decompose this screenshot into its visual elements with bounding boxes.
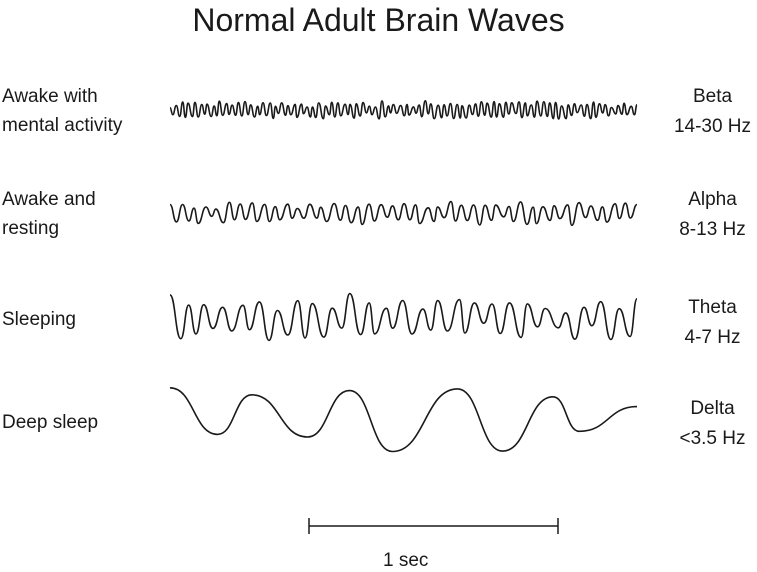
wave-name: Alpha <box>688 189 737 210</box>
state-line: Deep sleep <box>2 412 99 433</box>
wave-label-theta: Theta 4-7 Hz <box>665 293 757 353</box>
state-label-delta: Deep sleep <box>2 408 98 437</box>
wave-name: Delta <box>690 398 735 419</box>
state-line: Sleeping <box>2 309 76 330</box>
state-label-alpha: Awake and resting <box>2 185 96 243</box>
scale-bar-label: 1 sec <box>383 550 429 571</box>
wave-label-alpha: Alpha 8-13 Hz <box>665 185 757 245</box>
wave-frequency: 14-30 Hz <box>673 116 752 137</box>
state-line: Awake with <box>2 86 98 107</box>
state-label-theta: Sleeping <box>2 305 76 334</box>
theta-waveform <box>169 292 638 342</box>
alpha-waveform <box>169 200 638 227</box>
wave-name: Theta <box>688 297 737 318</box>
wave-frequency: <3.5 Hz <box>679 428 746 449</box>
wave-name: Beta <box>692 86 733 107</box>
state-line: mental activity <box>2 115 123 136</box>
state-line: Awake and <box>2 189 96 210</box>
wave-label-beta: Beta 14-30 Hz <box>665 82 757 142</box>
diagram-title: Normal Adult Brain Waves <box>192 2 565 38</box>
beta-waveform <box>169 99 638 120</box>
state-line: resting <box>2 218 60 239</box>
delta-waveform <box>169 387 638 453</box>
time-scale-bar <box>308 518 559 534</box>
wave-frequency: 8-13 Hz <box>679 219 746 240</box>
state-label-beta: Awake with mental activity <box>2 82 122 140</box>
wave-frequency: 4-7 Hz <box>684 327 741 348</box>
wave-label-delta: Delta <3.5 Hz <box>665 394 757 454</box>
